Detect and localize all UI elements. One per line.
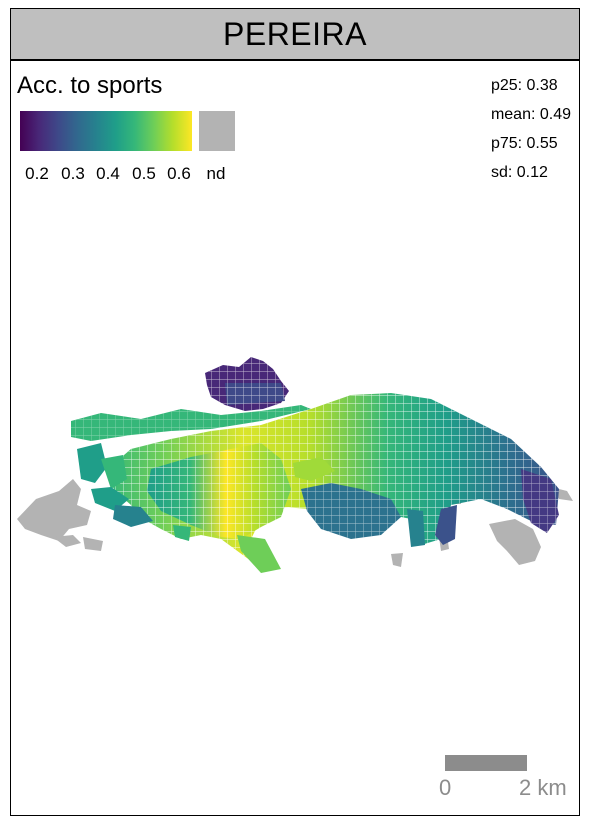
district-west — [77, 443, 335, 541]
stat-p25: p25: 0.38 — [490, 77, 558, 94]
stat-p75: p75: 0.55 — [490, 135, 558, 152]
district-south — [147, 443, 291, 573]
legend-tick: 0.5 — [132, 164, 156, 183]
scale-label-end: 2 km — [519, 775, 567, 800]
legend-nd-label: nd — [206, 164, 226, 183]
map-frame: PEREIRA Acc. to sports 0.2 0.3 0.4 0.5 0… — [10, 8, 580, 816]
nd-area — [391, 553, 403, 567]
stat-sd: sd: 0.12 — [490, 164, 548, 181]
legend-tick: 0.2 — [25, 164, 49, 183]
legend-tick: 0.4 — [96, 164, 120, 183]
nd-area — [17, 479, 91, 541]
legend-colorbar — [20, 111, 192, 151]
stats-panel: p25: 0.38 mean: 0.49 p75: 0.55 sd: 0.12 — [491, 71, 571, 187]
scale-bar — [445, 755, 527, 771]
legend-tick: 0.6 — [167, 164, 191, 183]
stat-mean: mean: 0.49 — [490, 106, 571, 123]
map-title: PEREIRA — [223, 15, 367, 52]
legend-tick: 0.3 — [61, 164, 85, 183]
legend-title: Acc. to sports — [17, 72, 163, 99]
district-north — [205, 357, 289, 411]
nd-area — [489, 519, 541, 565]
nd-area — [83, 537, 103, 551]
legend-nd-swatch — [199, 111, 235, 151]
nd-area — [53, 535, 81, 547]
title-bar: PEREIRA — [11, 9, 579, 61]
choropleth-map — [17, 357, 573, 573]
scale-label-start: 0 — [439, 775, 452, 800]
district-southeast — [301, 469, 559, 547]
